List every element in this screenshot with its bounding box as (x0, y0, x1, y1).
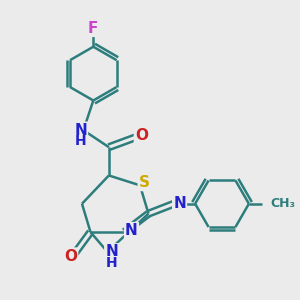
Text: S: S (139, 175, 150, 190)
Text: N: N (173, 196, 186, 211)
Text: N: N (105, 244, 118, 259)
Text: O: O (64, 249, 77, 264)
Text: H: H (106, 256, 118, 270)
Text: F: F (88, 21, 98, 36)
Text: N: N (74, 123, 87, 138)
Text: N: N (125, 223, 138, 238)
Text: H: H (75, 134, 86, 148)
Text: CH₃: CH₃ (270, 197, 295, 210)
Text: O: O (135, 128, 148, 143)
